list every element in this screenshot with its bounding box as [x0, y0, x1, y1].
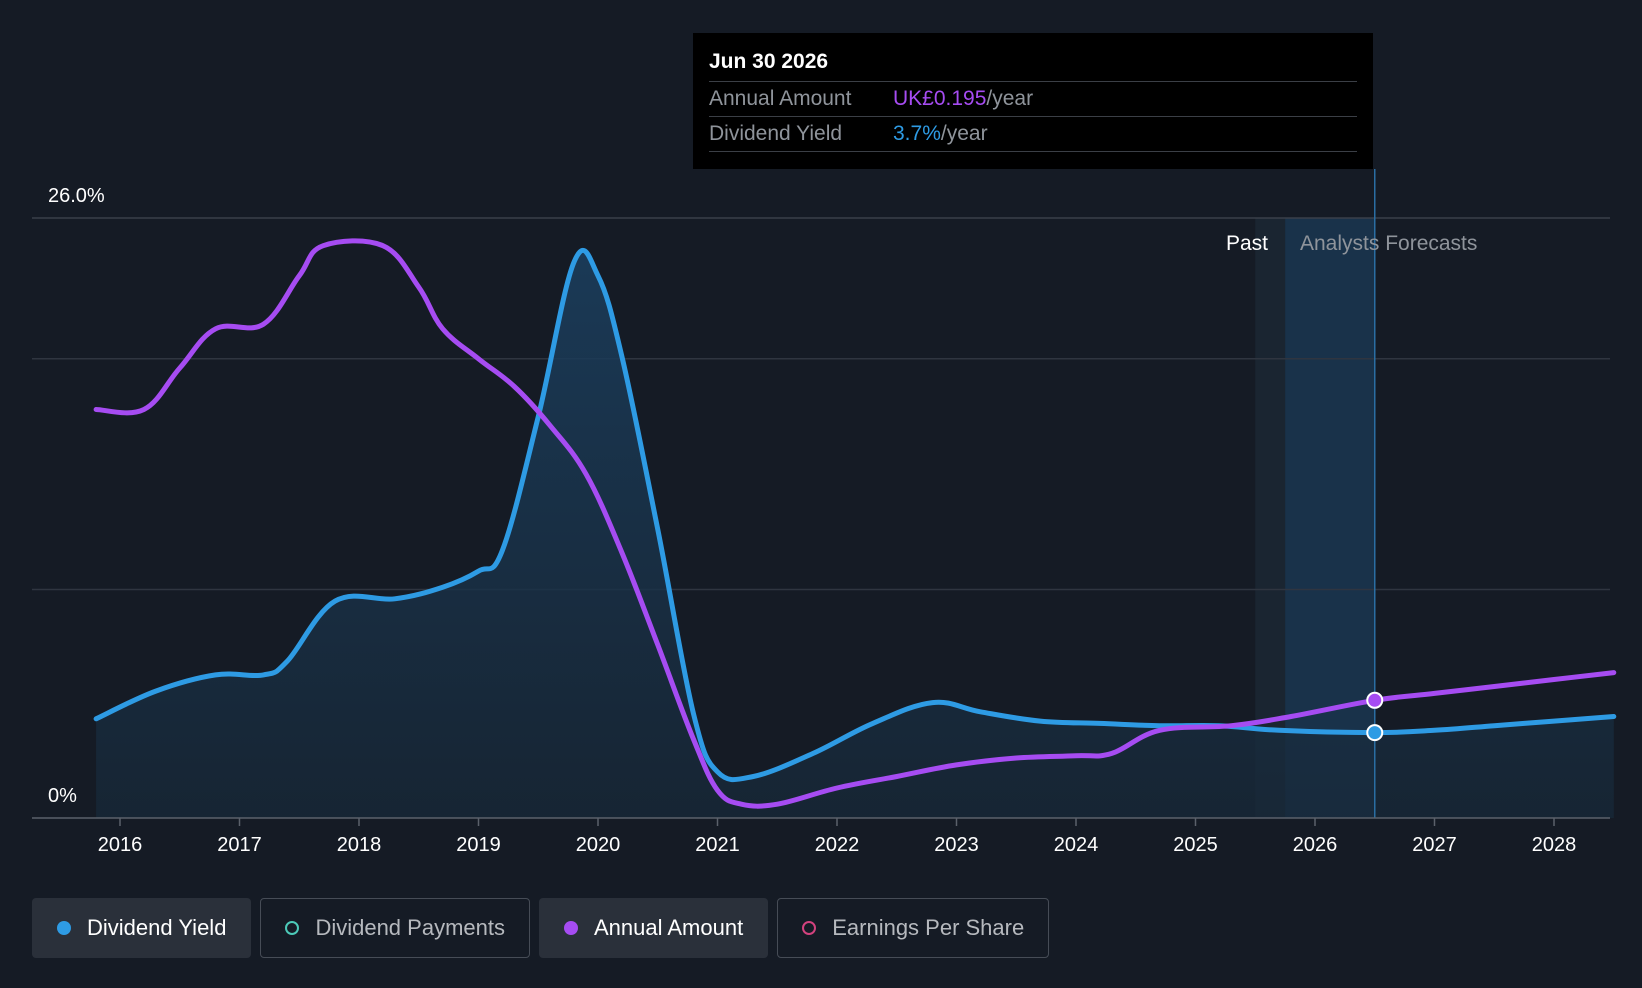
tooltip-annual-label: Annual Amount	[709, 87, 852, 110]
legend-label: Annual Amount	[593, 915, 744, 940]
x-tick-label: 2020	[576, 834, 621, 856]
earnings-per-share-ring-icon	[802, 921, 817, 935]
y-tick-label-min: 0%	[48, 785, 77, 807]
legend-label: Dividend Yield	[87, 915, 227, 940]
dividend-yield-marker[interactable]	[1366, 724, 1384, 742]
x-tick-label: 2018	[337, 834, 382, 856]
tooltip-annual-unit: /year	[986, 87, 1034, 110]
y-tick-label-max: 26.0%	[48, 185, 105, 207]
x-tick-label: 2023	[934, 834, 979, 856]
x-tick-label: 2026	[1293, 834, 1338, 856]
past-label: Past	[1226, 232, 1268, 255]
tooltip-yield-label: Dividend Yield	[709, 122, 843, 145]
dividend-yield-line[interactable]	[93, 247, 1617, 783]
legend-label: Earnings Per Share	[832, 915, 1025, 940]
forecast-region-band	[1285, 218, 1375, 818]
x-tick-label: 2022	[815, 834, 860, 856]
legend-dividend-yield-button[interactable]: Dividend Yield	[32, 898, 252, 958]
annual-amount-dot-icon	[563, 921, 578, 935]
legend: Dividend Yield Dividend Payments Annual …	[32, 898, 1050, 958]
x-tick-label: 2024	[1054, 834, 1099, 856]
annual-amount-marker[interactable]	[1366, 691, 1384, 709]
tooltip-row-annual-amount: Annual Amount UK£0.195 /year	[709, 82, 1357, 117]
tooltip-yield-value: 3.7%	[893, 122, 941, 145]
tooltip-annual-value: UK£0.195	[893, 87, 987, 110]
tooltip-row-dividend-yield: Dividend Yield 3.7% /year	[709, 117, 1357, 152]
dividend-payments-ring-icon	[285, 921, 300, 935]
legend-annual-amount-button[interactable]: Annual Amount	[538, 898, 769, 958]
x-tick-label: 2017	[217, 834, 262, 856]
x-tick-label: 2021	[695, 834, 740, 856]
legend-dividend-payments-button[interactable]: Dividend Payments	[260, 898, 530, 958]
legend-earnings-per-share-button[interactable]: Earnings Per Share	[777, 898, 1050, 958]
legend-label: Dividend Payments	[315, 915, 505, 940]
x-tick-label: 2016	[98, 834, 143, 856]
x-tick-label: 2028	[1532, 834, 1577, 856]
tooltip-yield-unit: /year	[940, 122, 988, 145]
tooltip-date: Jun 30 2026	[709, 33, 1357, 82]
x-tick-label: 2019	[456, 834, 501, 856]
x-tick-label: 2027	[1412, 834, 1457, 856]
forecast-label: Analysts Forecasts	[1300, 232, 1477, 255]
tooltip: Jun 30 2026 Annual Amount UK£0.195 /year…	[693, 33, 1373, 169]
dividend-yield-area	[96, 250, 1614, 818]
annual-amount-line[interactable]	[93, 238, 1617, 809]
dividend-yield-dot-icon	[57, 921, 71, 935]
x-tick-label: 2025	[1173, 834, 1218, 856]
